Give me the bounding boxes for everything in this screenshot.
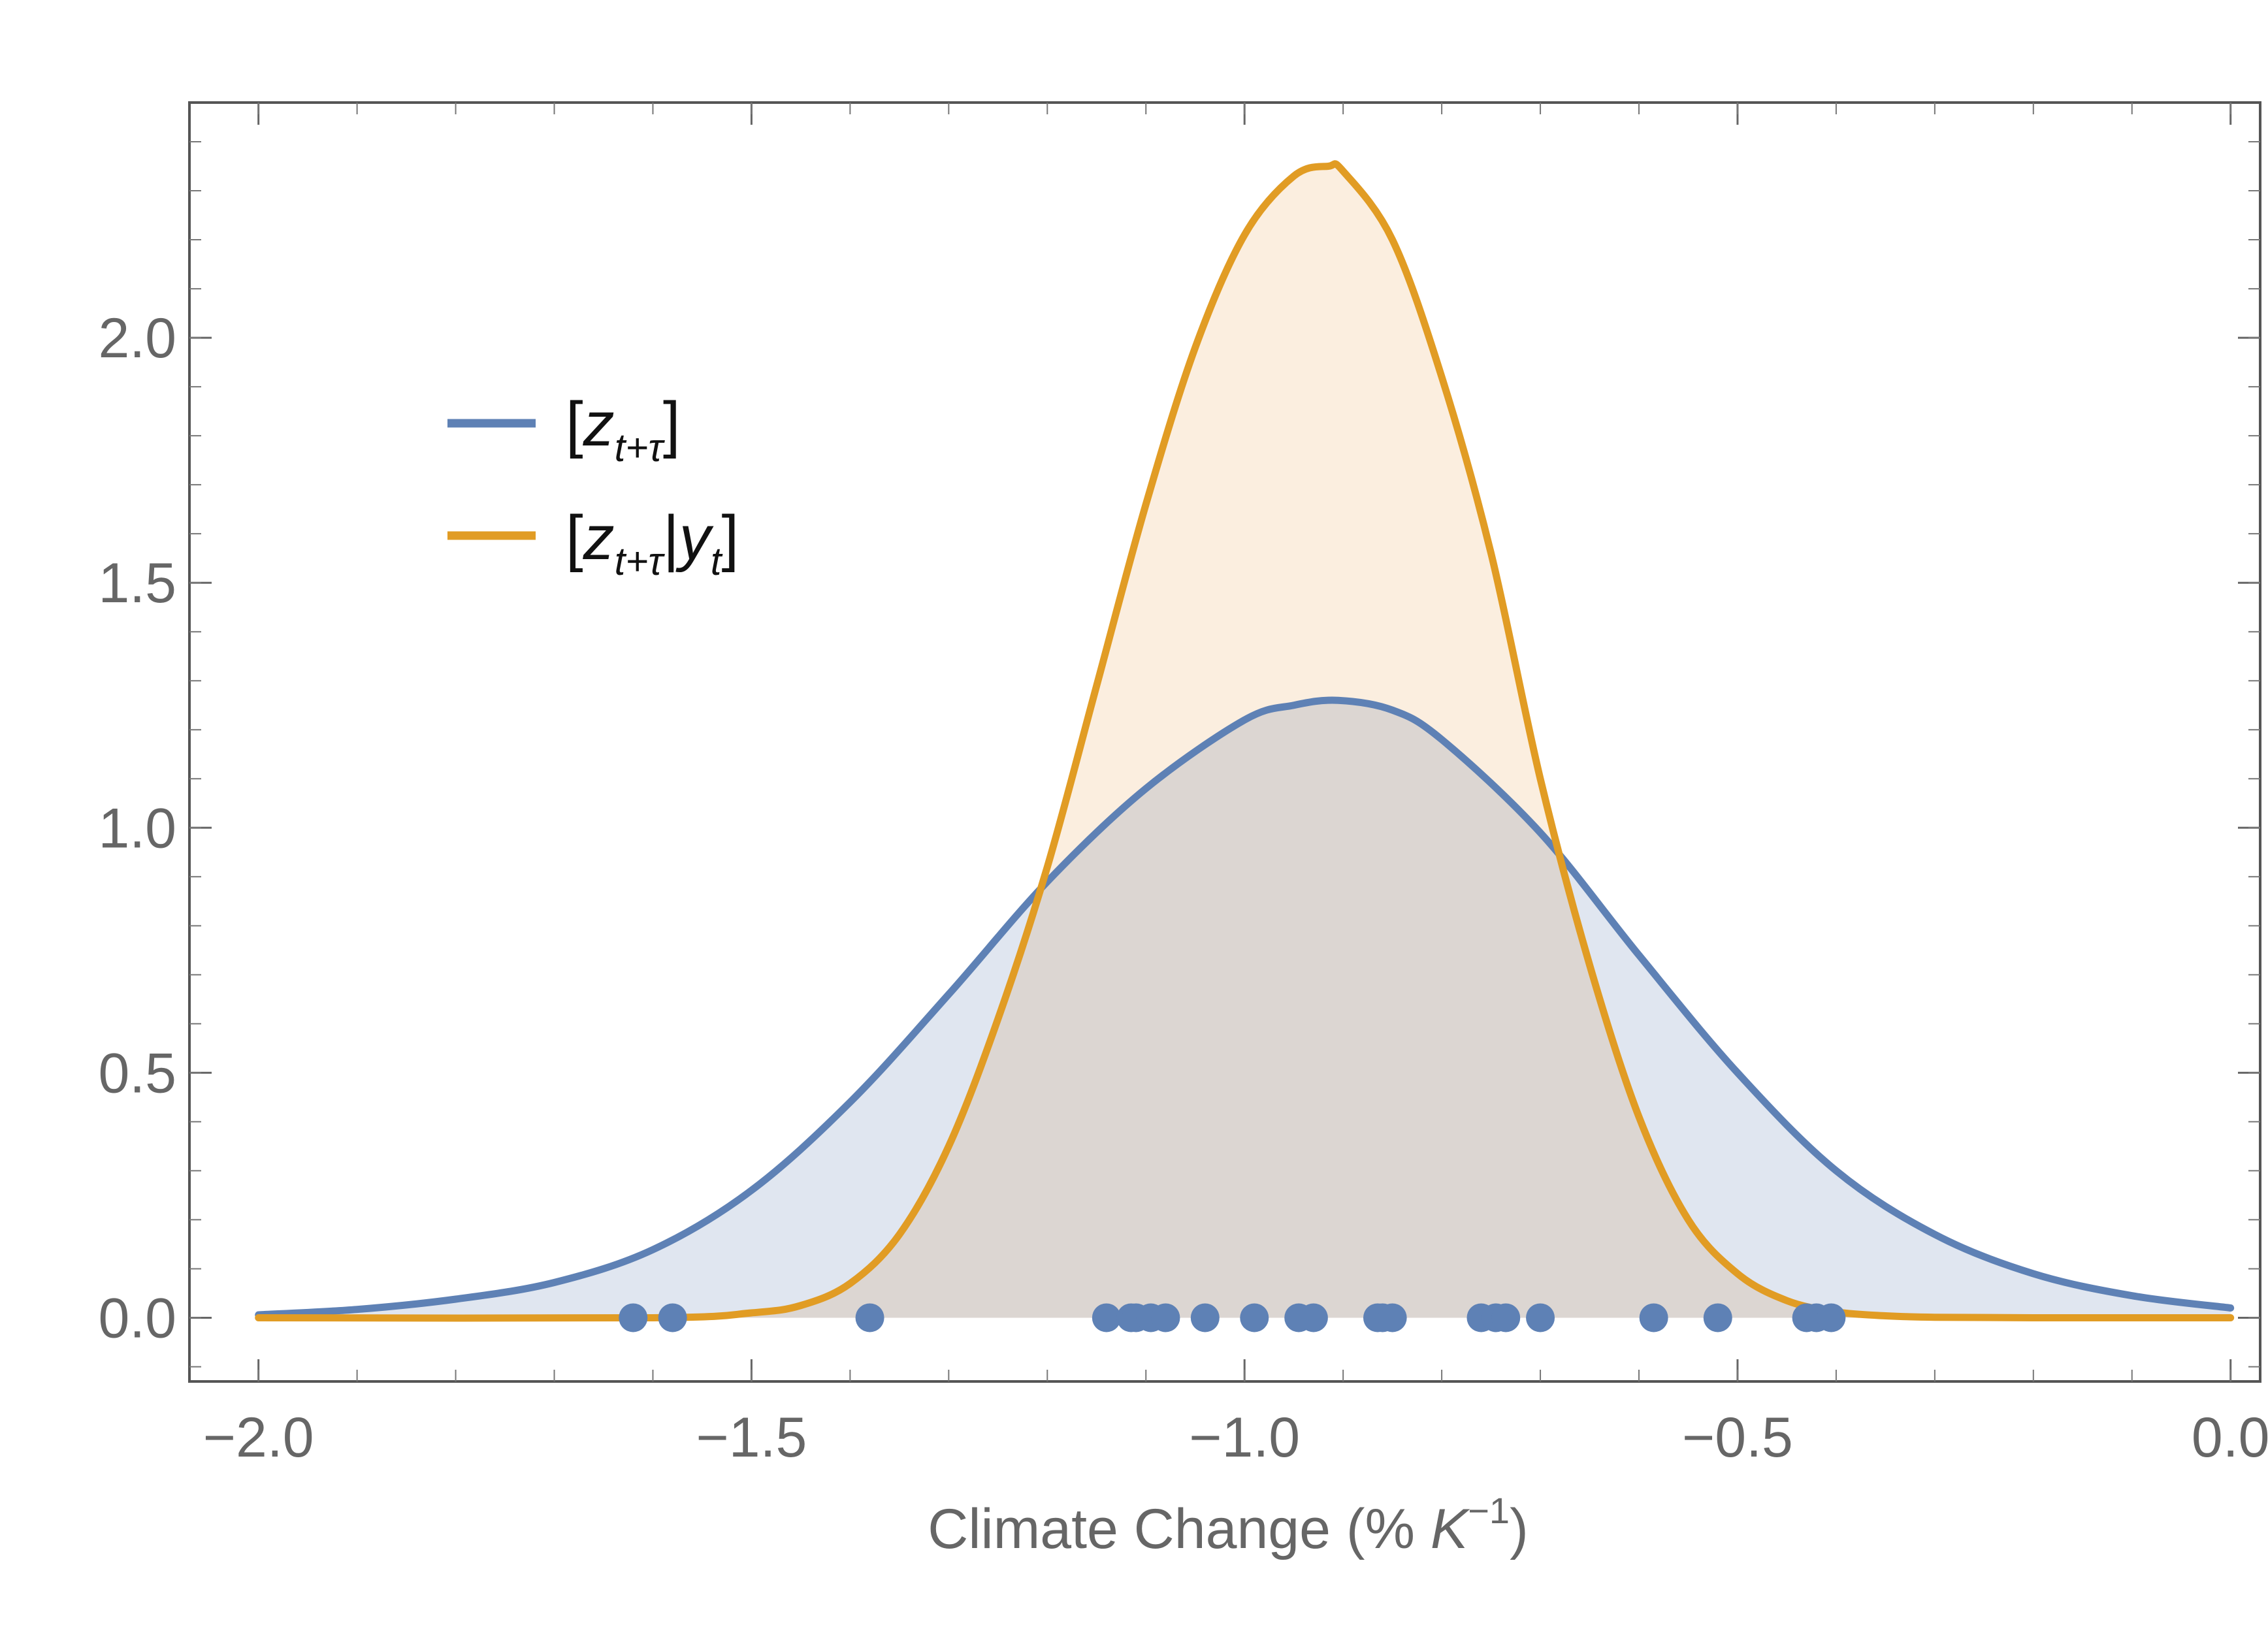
x-axis-title-var: K [1431,1498,1470,1560]
ensemble-point-23 [1817,1303,1846,1332]
legend-post-sub: t+τ [615,540,666,583]
y-tick-label-3: 1.5 [98,552,176,615]
area-posterior [258,163,2231,1319]
y-tick-label-4: 2.0 [98,307,176,370]
axes-frame [188,101,2261,1383]
legend-post-close: ] [721,503,739,573]
ensemble-points [619,1303,1846,1332]
legend-post-sub2: t [711,540,723,583]
ensemble-point-11 [1299,1303,1328,1332]
ensemble-point-19 [1639,1303,1668,1332]
legend-post-var2: y [675,503,714,573]
x-tick-label-3: −0.5 [1682,1406,1793,1469]
ensemble-point-3 [1092,1303,1121,1332]
ensemble-point-18 [1526,1303,1555,1332]
legend-prior-var: z [583,389,615,459]
y-tick-labels: 0.0 0.5 1.0 1.5 2.0 [98,307,176,1349]
y-tick-label-2: 1.0 [98,797,176,860]
ensemble-point-1 [658,1303,687,1332]
x-tick-label-4: 0.0 [2192,1406,2268,1469]
legend-prior-open: [ [566,389,583,459]
ensemble-point-9 [1240,1303,1269,1332]
x-axis-title-suffix: ) [1510,1498,1529,1560]
plot-frame [188,101,2261,1383]
legend-label-posterior: [zt+τ|yt] [566,503,739,583]
legend-post-open: [ [566,503,583,573]
minor-ticks [189,103,2260,1381]
ensemble-point-0 [619,1303,648,1332]
ensemble-point-7 [1151,1303,1180,1332]
ensemble-point-14 [1378,1303,1407,1332]
y-tick-label-1: 0.5 [98,1042,176,1105]
x-axis-title: Climate Change (% K−1) [928,1490,1528,1560]
legend-post-var: z [583,503,615,573]
density-curves [255,160,2235,1322]
x-tick-label-1: −1.5 [696,1406,807,1469]
legend-prior-sub: t+τ [615,426,666,470]
legend-post-mid: | [663,503,679,573]
ensemble-point-2 [855,1303,884,1332]
curve-prior [255,696,2235,1319]
density-fills [258,163,2231,1319]
legend-prior-close: ] [663,389,681,459]
x-tick-label-0: −2.0 [203,1406,314,1469]
ensemble-point-8 [1190,1303,1220,1332]
ensemble-point-17 [1491,1303,1521,1332]
y-tick-label-0: 0.0 [98,1287,176,1349]
legend-label-prior: [zt+τ] [566,389,681,470]
curve-posterior [255,160,2235,1322]
x-tick-label-2: −1.0 [1189,1406,1300,1469]
ensemble-point-20 [1703,1303,1732,1332]
legend: [zt+τ] [zt+τ|yt] [447,389,739,583]
x-axis-title-prefix: Climate Change (% [928,1498,1431,1560]
x-axis-title-sup: −1 [1468,1490,1510,1531]
x-tick-labels: −2.0 −1.5 −1.0 −0.5 0.0 [203,1406,2268,1469]
